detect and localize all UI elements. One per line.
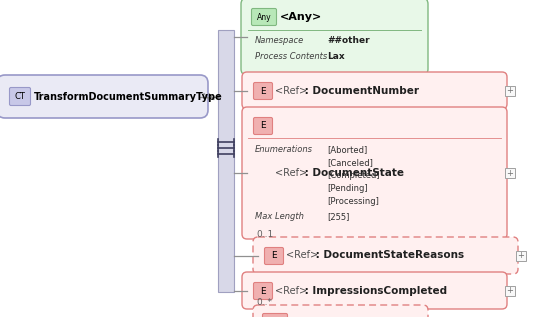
FancyBboxPatch shape — [253, 305, 428, 317]
Text: : ImpressionsCompleted: : ImpressionsCompleted — [301, 286, 447, 295]
Text: <Ref>: <Ref> — [275, 86, 307, 95]
Text: [Aborted]: [Aborted] — [327, 145, 367, 154]
FancyBboxPatch shape — [253, 282, 273, 300]
Text: Process Contents: Process Contents — [255, 52, 327, 61]
FancyBboxPatch shape — [263, 314, 288, 317]
Bar — [516, 250, 526, 261]
FancyBboxPatch shape — [253, 82, 273, 100]
Text: 0..1: 0..1 — [256, 230, 273, 239]
Text: <Any>: <Any> — [280, 12, 322, 22]
Text: 0..*: 0..* — [256, 298, 272, 307]
Bar — [505, 86, 515, 95]
Text: [Processing]: [Processing] — [327, 197, 379, 206]
Text: Enumerations: Enumerations — [255, 145, 313, 154]
FancyBboxPatch shape — [0, 75, 208, 118]
FancyBboxPatch shape — [242, 72, 507, 109]
Bar — [505, 168, 515, 178]
Text: <Ref>: <Ref> — [275, 286, 307, 295]
Text: +: + — [507, 169, 513, 178]
Text: Max Length: Max Length — [255, 212, 304, 221]
Text: [Canceled]: [Canceled] — [327, 158, 373, 167]
Text: +: + — [518, 251, 524, 260]
Text: +: + — [507, 286, 513, 295]
Text: +: + — [507, 86, 513, 95]
FancyBboxPatch shape — [242, 272, 507, 309]
Text: <Ref>: <Ref> — [275, 168, 307, 178]
FancyBboxPatch shape — [9, 87, 30, 106]
Text: <Ref>: <Ref> — [286, 250, 318, 261]
Text: E: E — [260, 287, 266, 295]
Text: TransformDocumentSummaryType: TransformDocumentSummaryType — [34, 92, 223, 101]
Bar — [505, 286, 515, 295]
Text: : DocumentNumber: : DocumentNumber — [301, 86, 419, 95]
FancyBboxPatch shape — [253, 118, 273, 134]
Text: Lax: Lax — [327, 52, 345, 61]
Text: E: E — [260, 87, 266, 95]
Text: ##other: ##other — [327, 36, 369, 45]
FancyBboxPatch shape — [264, 248, 284, 264]
Text: Namespace: Namespace — [255, 36, 304, 45]
Text: Any: Any — [257, 12, 272, 22]
FancyBboxPatch shape — [252, 9, 276, 25]
Text: E: E — [271, 251, 277, 261]
FancyBboxPatch shape — [241, 0, 428, 75]
FancyBboxPatch shape — [253, 237, 518, 274]
Text: : DocumentState: : DocumentState — [301, 168, 404, 178]
Bar — [218, 30, 234, 292]
Text: [255]: [255] — [327, 212, 349, 221]
Text: [Completed]: [Completed] — [327, 171, 379, 180]
Text: CT: CT — [14, 92, 25, 101]
Text: : DocumentStateReasons: : DocumentStateReasons — [312, 250, 464, 261]
Text: [Pending]: [Pending] — [327, 184, 368, 193]
FancyBboxPatch shape — [242, 107, 507, 239]
Text: E: E — [260, 121, 266, 131]
